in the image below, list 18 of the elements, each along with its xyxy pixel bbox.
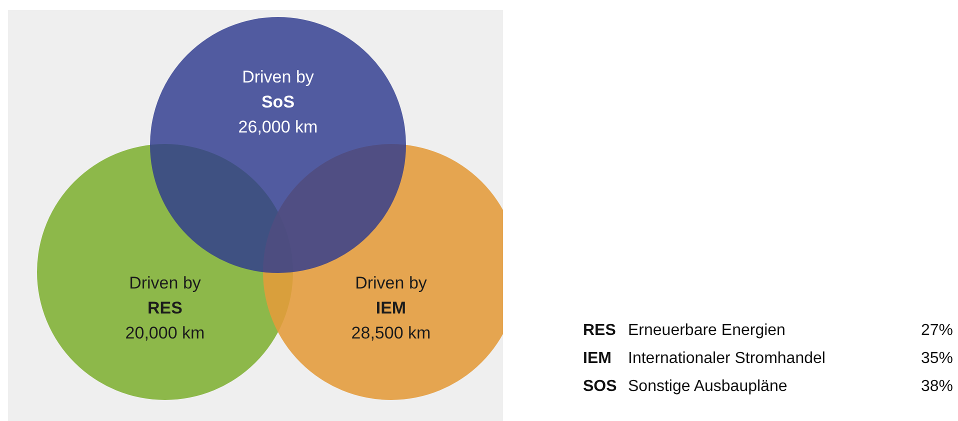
text: Driven by	[355, 274, 428, 292]
category-label: SoS	[261, 92, 295, 112]
data-label: 26,000 km	[238, 118, 318, 136]
category-label: RES	[583, 322, 616, 339]
category-label: Erneuerbare Energien	[628, 322, 786, 339]
data-label: 28,500 km	[351, 324, 431, 342]
category-label: SOS	[583, 378, 618, 395]
data-label: 20,000 km	[125, 324, 205, 342]
data-label: 27%	[920, 322, 953, 339]
category-label: IEM	[583, 350, 612, 367]
data-label: 38%	[920, 378, 953, 395]
category-label: Internationaler Stromhandel	[628, 350, 826, 367]
text: Driven by	[242, 68, 314, 86]
category-label: RES	[148, 298, 182, 318]
category-label: IEM	[376, 298, 406, 318]
category-label: Sonstige Ausbaupläne	[628, 378, 788, 395]
data-label: 35%	[920, 350, 953, 367]
text: Driven by	[129, 274, 202, 292]
